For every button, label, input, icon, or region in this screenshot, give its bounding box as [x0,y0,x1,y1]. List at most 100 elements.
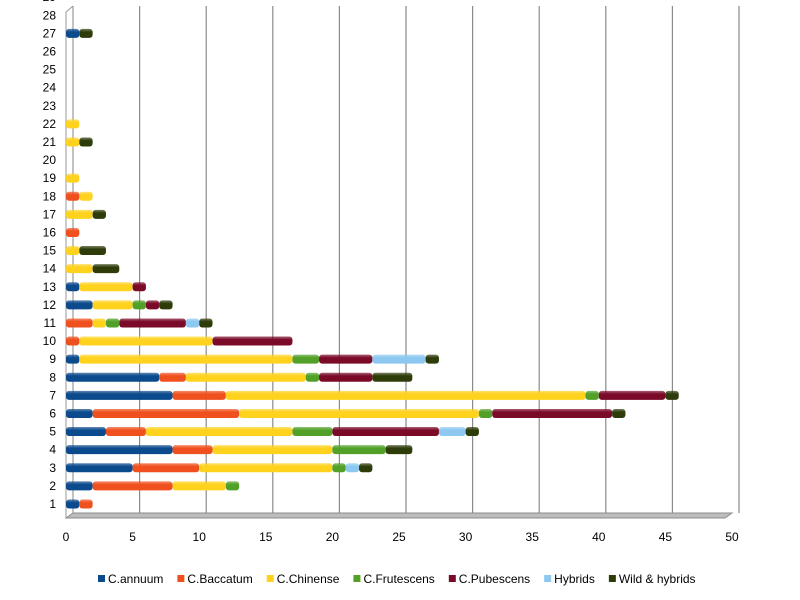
bar-17-c-chinense [66,209,93,219]
legend-swatch [448,575,456,582]
bar-14-c-chinense [66,264,93,274]
legend-entry: Hybrids [554,572,595,586]
legend-entry: C.Pubescens [459,572,530,586]
y-tick-label: 6 [49,406,56,420]
bar-7-c-chinense [225,390,586,400]
y-tick-label: 5 [49,425,56,439]
legend-swatch [608,575,616,582]
legend-swatch [544,575,552,582]
x-tick-label: 35 [526,530,540,544]
bar-8-c-pubescens [319,372,373,382]
bar-2-c-frutescens [225,481,240,491]
bar-9-c-pubescens [319,354,373,364]
y-tick-label: 11 [44,316,57,330]
bar-4-c-frutescens [332,445,386,455]
x-tick-label: 30 [459,530,473,544]
bar-9-wild-hybrids [425,354,439,364]
y-tick-label: 14 [43,262,57,276]
bar-8-c-annuum [66,372,160,382]
bar-8-c-baccatum [159,372,186,382]
bar-21-c-chinense [66,137,80,147]
x-tick-label: 20 [326,530,340,544]
bar-11-c-pubescens [119,318,186,328]
y-tick-label: 20 [43,153,57,167]
y-tick-label: 4 [49,443,56,457]
y-tick-label: 26 [43,44,57,58]
bar-17-wild-hybrids [92,209,106,219]
bar-6-c-annuum [66,408,93,418]
bar-11-hybrids [185,318,200,328]
x-tick-label: 5 [129,530,136,544]
bar-27-wild-hybrids [79,28,93,38]
y-tick-label: 22 [43,117,57,131]
bar-5-c-frutescens [292,427,333,437]
bar-2-c-annuum [66,481,93,491]
y-tick-label: 25 [43,63,57,77]
y-tick-label: 19 [43,171,57,185]
bar-5-c-chinense [145,427,293,437]
bar-3-c-annuum [66,463,133,473]
bar-12-c-pubescens [145,300,160,310]
x-tick-label: 25 [392,530,406,544]
bar-16-c-baccatum [66,227,80,237]
bar-9-hybrids [372,354,426,364]
bar-8-c-frutescens [305,372,320,382]
legend-swatch [353,575,361,582]
legend-entry: C.Chinense [277,572,340,586]
bar-9-c-chinense [79,354,293,364]
y-tick-label: 8 [49,370,56,384]
bar-11-c-frutescens [105,318,120,328]
y-tick-label: 24 [43,81,57,95]
bar-4-wild-hybrids [385,445,413,455]
y-tick-label: 27 [43,26,57,40]
legend-entry: C.annuum [108,572,163,586]
x-tick-label: 10 [193,530,207,544]
bar-12-c-annuum [66,300,93,310]
y-tick-labels: 1234567891011121314151617181920212223242… [43,0,57,511]
y-tick-label: 18 [43,189,57,203]
legend: C.annuum C.Baccatum C.Chinense C.Frutescens… [98,572,696,586]
y-tick-label: 17 [43,207,57,221]
legend-swatch [98,575,105,582]
y-tick-label: 15 [43,244,57,258]
x-tick-label: 45 [659,530,673,544]
bar-11-c-baccatum [66,318,93,328]
bar-5-hybrids [438,427,466,437]
y-tick-label: 23 [43,99,57,113]
bar-7-wild-hybrids [665,390,679,400]
y-tick-label: 1 [49,497,56,511]
bar-6-wild-hybrids [612,408,626,418]
bar-2-c-chinense [172,481,226,491]
bar-15-c-chinense [66,246,80,256]
legend-swatch [177,575,185,582]
bar-5-c-annuum [66,427,106,437]
bar-6-c-frutescens [478,408,493,418]
bar-3-hybrids [345,463,360,473]
bar-6-c-baccatum [92,408,240,418]
bar-18-c-baccatum [66,191,80,201]
bar-11-wild-hybrids [199,318,213,328]
bar-1-c-baccatum [79,499,93,509]
bar-5-wild-hybrids [465,427,479,437]
bar-9-c-frutescens [292,354,320,364]
bar-3-c-chinense [199,463,333,473]
bar-1-c-annuum [66,499,80,509]
bar-4-c-annuum [66,445,173,455]
bar-9-c-annuum [66,354,80,364]
x-tick-label: 0 [63,530,70,544]
y-tick-label: 7 [49,388,56,402]
bar-10-c-baccatum [66,336,80,346]
bar-22-c-chinense [66,119,80,129]
bar-13-c-pubescens [132,282,146,292]
bar-3-c-frutescens [332,463,346,473]
bar-3-c-baccatum [132,463,200,473]
x-tick-label: 15 [259,530,273,544]
bar-19-c-chinense [66,173,80,183]
legend-entry: C.Baccatum [187,572,252,586]
y-tick-label: 29 [43,0,57,4]
bar-5-c-pubescens [332,427,439,437]
grid [65,5,740,518]
bar-15-wild-hybrids [79,246,106,256]
